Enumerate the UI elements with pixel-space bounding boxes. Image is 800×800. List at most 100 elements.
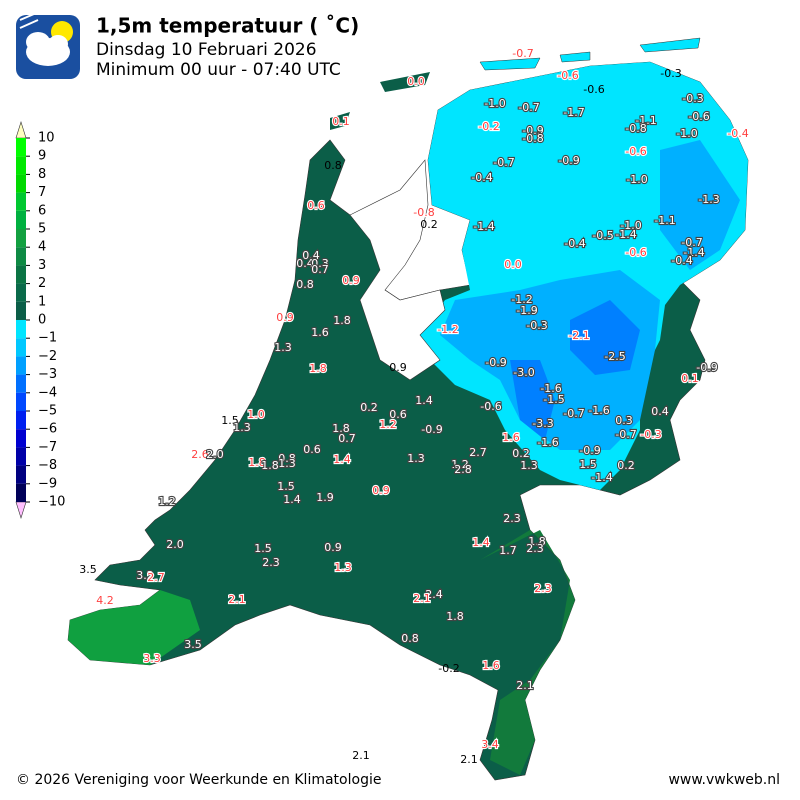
colorbar-label: 6 bbox=[38, 203, 46, 218]
colorbar-label: 8 bbox=[38, 167, 46, 182]
land-zeeland bbox=[68, 590, 200, 665]
station-value: 0.7 bbox=[311, 263, 329, 276]
station-value: 0.9 bbox=[324, 541, 342, 554]
station-value: -0.9 bbox=[485, 356, 506, 369]
station-value: 0.4 bbox=[302, 249, 320, 262]
station-value: -0.6 bbox=[625, 145, 646, 158]
station-value: 1.8 bbox=[333, 314, 351, 327]
colorbar-band bbox=[16, 429, 26, 448]
station-value: 1.3 bbox=[520, 459, 538, 472]
colorbar-band bbox=[16, 392, 26, 411]
colorbar-band bbox=[16, 247, 26, 266]
station-value: -1.0 bbox=[484, 97, 505, 110]
colorbar-label: 1 bbox=[38, 294, 46, 309]
title: 1,5m temperatuur ( ˚C) bbox=[96, 14, 359, 38]
period: Minimum 00 uur - 07:40 UTC bbox=[96, 60, 341, 80]
website[interactable]: www.vwkweb.nl bbox=[668, 772, 780, 788]
station-value: -0.7 bbox=[518, 101, 539, 114]
station-value: 0.6 bbox=[303, 443, 321, 456]
colorbar-band bbox=[16, 338, 26, 357]
station-value: 1.8 bbox=[332, 422, 350, 435]
colorbar-band bbox=[16, 192, 26, 211]
colorbar-band bbox=[16, 265, 26, 284]
station-value: 1.5 bbox=[254, 542, 272, 555]
station-value: -1.7 bbox=[563, 106, 584, 119]
frost-area-deep bbox=[510, 360, 555, 440]
station-value: -0.6 bbox=[625, 246, 646, 259]
station-value: 0.6 bbox=[307, 199, 325, 212]
station-value: -0.4 bbox=[727, 127, 748, 140]
logo bbox=[16, 13, 80, 79]
stations: -0.70.0 -0.6-0.6-0.30.1-1.0 -0.7 -1.7-0.3-0… bbox=[79, 46, 750, 766]
station-value: 0.8 bbox=[401, 632, 419, 645]
station-value: 2.1 bbox=[413, 592, 431, 605]
station-value: 1.5 bbox=[579, 458, 597, 471]
station-value: 2.1 bbox=[516, 679, 534, 692]
colorbar-label: 4 bbox=[38, 240, 46, 255]
colorbar-label: −10 bbox=[38, 495, 65, 510]
colorbar-band bbox=[16, 483, 26, 502]
station-value: -1.9 bbox=[516, 304, 537, 317]
station-value: 2.3 bbox=[262, 556, 280, 569]
station-value: 0.0 bbox=[407, 75, 425, 88]
station-value: -0.9 bbox=[579, 444, 600, 457]
station-value: 1.8 bbox=[309, 362, 327, 375]
station-value: 0.9 bbox=[342, 274, 360, 287]
station-value: -0.3 bbox=[660, 67, 681, 80]
station-value: -0.8 bbox=[625, 122, 646, 135]
colorbar-cap bbox=[15, 501, 27, 520]
station-value: -0.8 bbox=[413, 206, 434, 219]
land-south bbox=[480, 530, 575, 775]
colorbar-band bbox=[16, 411, 26, 430]
station-value: -0.9 bbox=[696, 361, 717, 374]
station-value: 1.5 bbox=[221, 414, 239, 427]
station-value: 0.8 bbox=[278, 452, 296, 465]
colorbar-label: −1 bbox=[38, 331, 57, 346]
station-value: -1.4 bbox=[591, 471, 612, 484]
subtitle: Dinsdag 10 Februari 2026 bbox=[96, 40, 317, 60]
station-value: 3.4 bbox=[481, 738, 499, 751]
station-value: -0.8 bbox=[522, 132, 543, 145]
colorbar-band bbox=[16, 174, 26, 193]
colorbar-label: −3 bbox=[38, 367, 57, 382]
colorbar-label: −2 bbox=[38, 349, 57, 364]
station-value: 3.5 bbox=[79, 563, 97, 576]
station-value: 1.2 bbox=[158, 495, 176, 508]
station-value: -1.0 bbox=[620, 219, 641, 232]
colorbar-label: 10 bbox=[38, 131, 55, 146]
colorbar-label: 0 bbox=[38, 313, 46, 328]
station-value: 2.1 bbox=[352, 749, 370, 762]
colorbar-label: 9 bbox=[38, 149, 46, 164]
station-value: 0.2 bbox=[617, 459, 635, 472]
station-value: 1.3 bbox=[274, 341, 292, 354]
station-value: 0.6 bbox=[389, 408, 407, 421]
station-value: 1.4 bbox=[472, 536, 490, 549]
colorbar-label: 2 bbox=[38, 276, 46, 291]
station-value: -0.3 bbox=[640, 428, 661, 441]
station-value: 1.4 bbox=[283, 493, 301, 506]
station-value: -0.3 bbox=[682, 92, 703, 105]
station-value: -0.4 bbox=[564, 237, 585, 250]
station-value: -0.6 bbox=[688, 110, 709, 123]
colorbar-label: −8 bbox=[38, 458, 57, 473]
station-value: 0.2 bbox=[420, 218, 438, 231]
station-value: 1.6 bbox=[482, 659, 500, 672]
island bbox=[330, 72, 430, 130]
colorbar-band bbox=[16, 210, 26, 229]
colorbar-band bbox=[16, 374, 26, 393]
station-value: -0.9 bbox=[558, 154, 579, 167]
colorbar-band bbox=[16, 138, 26, 157]
station-value: 2.0 bbox=[206, 448, 224, 461]
colorbar-label: −9 bbox=[38, 476, 57, 491]
station-value: 0.1 bbox=[681, 372, 699, 385]
colorbar-band bbox=[16, 447, 26, 466]
station-value: 0.8 bbox=[296, 278, 314, 291]
station-value: 3.2 bbox=[136, 569, 154, 582]
station-value: -0.7 bbox=[615, 428, 636, 441]
station-value: 1.0 bbox=[247, 408, 265, 421]
station-value: 0.9 bbox=[389, 361, 407, 374]
station-value: 2.1 bbox=[460, 753, 478, 766]
station-value: 3.3 bbox=[143, 652, 161, 665]
station-value: -0.7 bbox=[512, 47, 533, 60]
station-value: -1.6 bbox=[537, 436, 558, 449]
